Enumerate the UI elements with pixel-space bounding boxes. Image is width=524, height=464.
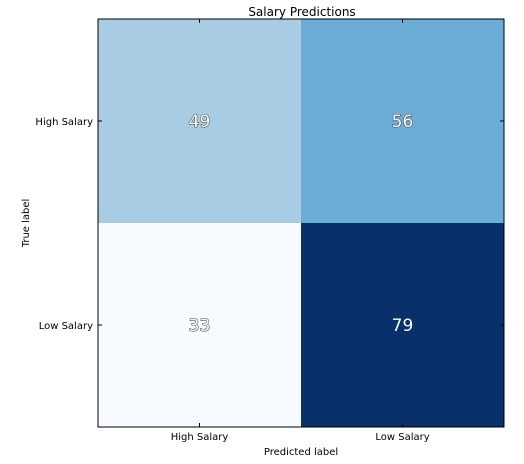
y-tick-label: High Salary (35, 117, 93, 128)
x-tick-label: Low Salary (375, 432, 429, 443)
cell-value-label: 56 (392, 112, 414, 132)
axis-ticks (98, 19, 504, 427)
heatmap-cell (301, 223, 504, 427)
cell-value-label: 33 (189, 316, 211, 336)
cell-value-label: 79 (392, 316, 414, 336)
y-tick-labels: High Salary Low Salary (35, 117, 93, 332)
x-tick-label: High Salary (171, 432, 229, 443)
heatmap-cell (98, 19, 301, 223)
chart-title: Salary Predictions (248, 5, 355, 19)
heatmap-cell (301, 19, 504, 223)
y-axis-label: True label (21, 199, 32, 249)
plot-frame (97, 18, 505, 428)
heatmap-cell (98, 223, 301, 427)
x-axis-label: Predicted label (264, 447, 338, 458)
cell-value-label: 49 (189, 112, 211, 132)
heatmap-cells (98, 19, 504, 427)
cell-value-labels: 49 56 33 79 (188, 111, 414, 336)
y-tick-label: Low Salary (39, 321, 93, 332)
x-tick-labels: High Salary Low Salary (171, 432, 430, 443)
